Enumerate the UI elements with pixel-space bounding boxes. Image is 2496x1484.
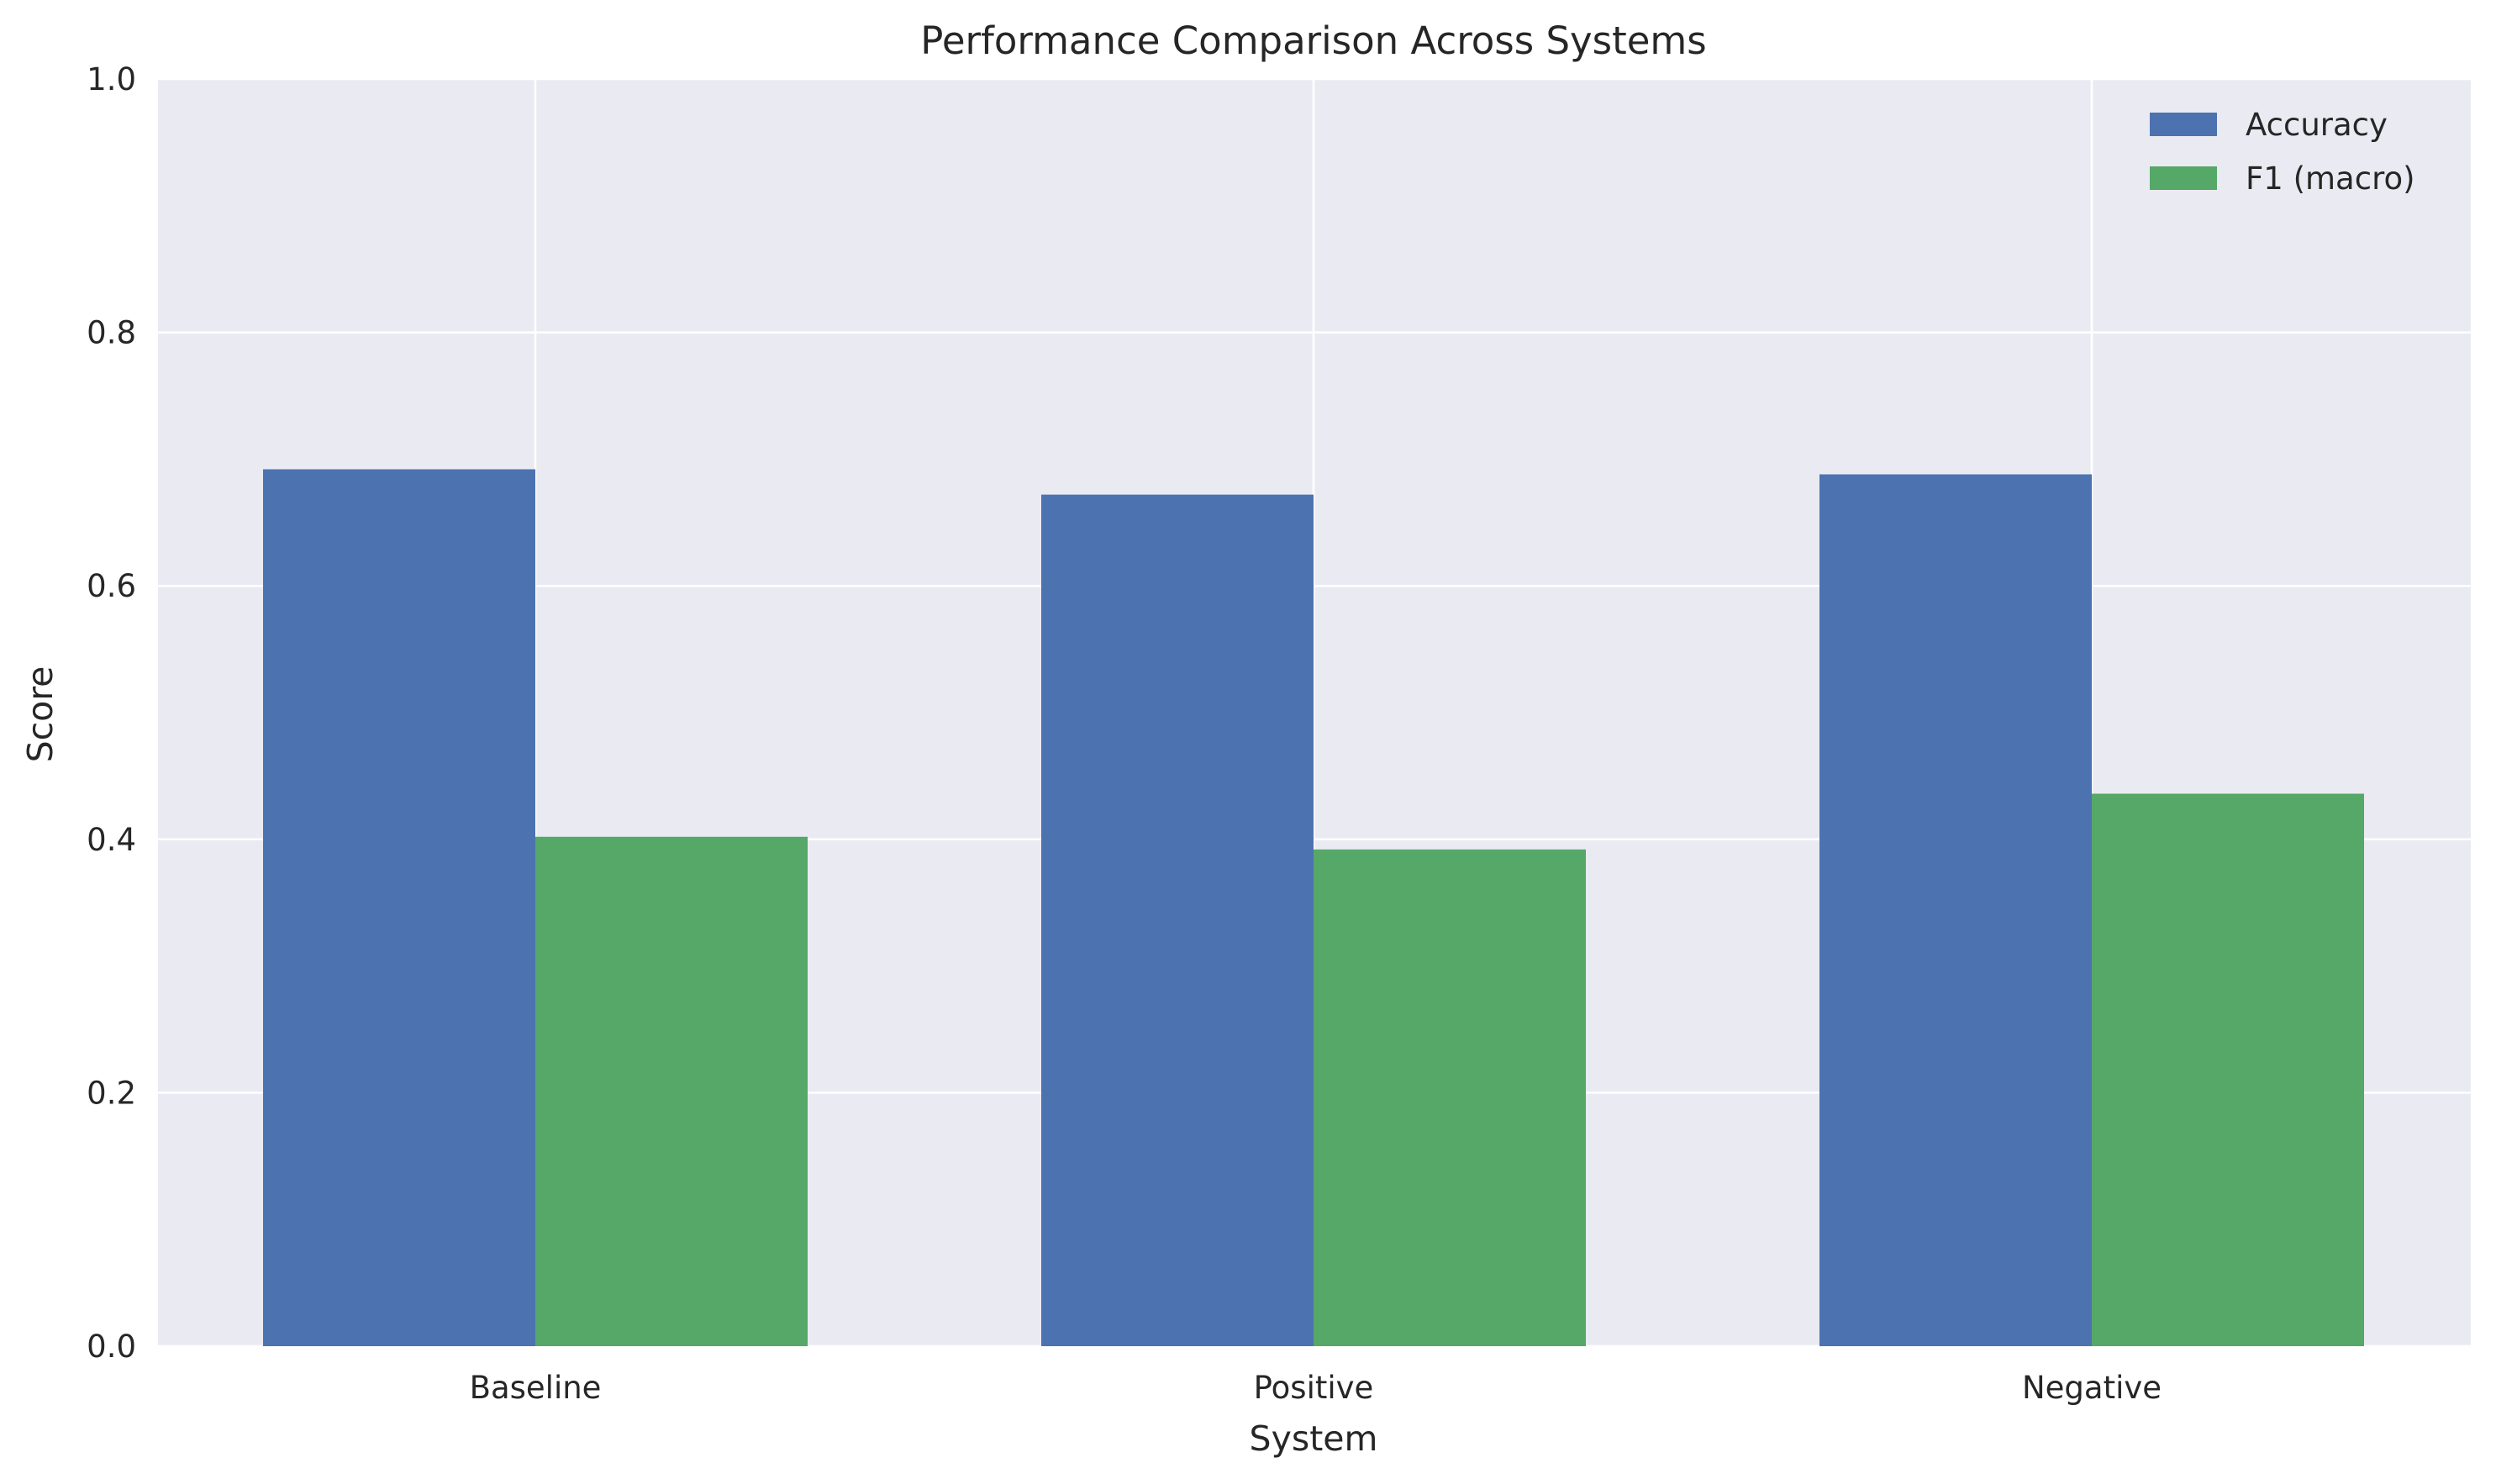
- bar-f1-macro-baseline: [535, 836, 808, 1346]
- y-tick-label: 0.2: [87, 1075, 136, 1111]
- legend-swatch-f1-macro: [2150, 166, 2217, 190]
- y-tick-label: 0.6: [87, 568, 136, 604]
- bar-f1-macro-negative: [2092, 793, 2364, 1346]
- x-tick-label-baseline: Baseline: [470, 1370, 602, 1406]
- y-tick-label: 1.0: [87, 61, 136, 97]
- y-tick-label: 0.0: [87, 1329, 136, 1365]
- bar-accuracy-positive: [1041, 494, 1314, 1346]
- x-tick-label-positive: Positive: [1254, 1370, 1374, 1406]
- legend-swatch-accuracy: [2150, 113, 2217, 136]
- legend: Accuracy F1 (macro): [2150, 107, 2415, 197]
- x-axis-ticks: Baseline Positive Negative: [470, 1370, 2162, 1406]
- bar-accuracy-baseline: [263, 469, 535, 1346]
- x-tick-label-negative: Negative: [2022, 1370, 2162, 1406]
- bars: [263, 469, 2364, 1346]
- legend-label-accuracy: Accuracy: [2246, 107, 2388, 143]
- bar-f1-macro-positive: [1314, 849, 1586, 1346]
- x-axis-label: System: [1250, 1418, 1378, 1459]
- chart-title: Performance Comparison Across Systems: [920, 18, 1706, 63]
- legend-label-f1-macro: F1 (macro): [2246, 161, 2415, 197]
- y-tick-label: 0.4: [87, 822, 136, 858]
- bar-accuracy-negative: [1819, 474, 2092, 1346]
- y-tick-label: 0.8: [87, 315, 136, 351]
- y-axis-label: Score: [20, 666, 61, 763]
- y-axis-ticks: 0.0 0.2 0.4 0.6 0.8 1.0: [87, 61, 136, 1365]
